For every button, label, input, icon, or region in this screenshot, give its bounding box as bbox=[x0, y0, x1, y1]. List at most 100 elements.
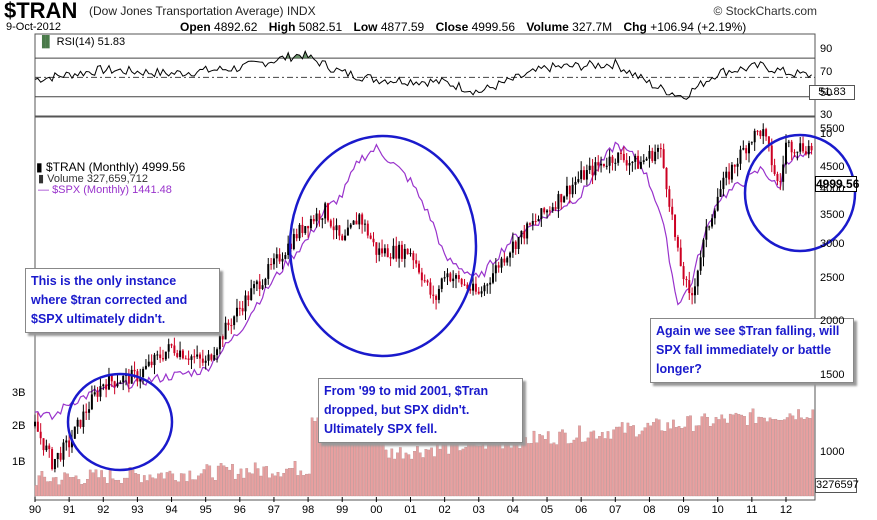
tran-candle-body bbox=[56, 452, 59, 460]
tran-candle-body bbox=[446, 273, 449, 278]
volume-bar bbox=[140, 482, 143, 497]
volume-label: Volume bbox=[526, 20, 569, 34]
tran-candle-body bbox=[500, 258, 503, 268]
volume-bar bbox=[188, 470, 192, 497]
volume-bar bbox=[694, 425, 698, 497]
x-tick-label: 05 bbox=[540, 504, 554, 516]
volume-bar bbox=[427, 449, 431, 497]
price-tick-label: 3000 bbox=[820, 237, 845, 250]
tran-candle-body bbox=[162, 358, 165, 360]
tran-candle-body bbox=[230, 325, 233, 327]
tran-candle-body bbox=[298, 224, 301, 239]
tran-candle-body bbox=[284, 255, 287, 259]
volume-bar bbox=[709, 425, 712, 497]
volume-bar bbox=[737, 414, 741, 497]
volume-bar bbox=[253, 462, 257, 497]
volume-bar bbox=[97, 477, 101, 497]
volume-bar bbox=[196, 475, 200, 497]
tran-candle-body bbox=[216, 349, 219, 356]
tran-candle-body bbox=[486, 284, 489, 286]
volume-bar bbox=[578, 425, 581, 497]
chg-value: +106.94 (+2.19%) bbox=[650, 20, 747, 34]
tran-candle-body bbox=[466, 284, 469, 289]
tran-candle-body bbox=[435, 295, 438, 300]
volume-bar bbox=[646, 422, 650, 497]
tran-candle-body bbox=[665, 167, 668, 190]
volume-bar bbox=[563, 432, 567, 497]
volume-bar bbox=[811, 409, 815, 497]
tran-candle-body bbox=[773, 165, 776, 175]
volume-bar bbox=[791, 415, 795, 497]
volume-bar bbox=[398, 447, 402, 497]
x-tick-label: 91 bbox=[62, 504, 76, 516]
volume-bar bbox=[151, 477, 155, 497]
price-tick-label: 2500 bbox=[820, 272, 845, 285]
tran-candle-body bbox=[250, 288, 253, 300]
tran-candle-body bbox=[713, 210, 716, 219]
volume-bar bbox=[407, 454, 411, 497]
volume-bar bbox=[165, 472, 169, 497]
price-tick-label: 5500 bbox=[820, 123, 845, 136]
volume-bar bbox=[632, 425, 635, 497]
tran-candle-body bbox=[309, 218, 312, 229]
tran-candle-body bbox=[326, 203, 329, 221]
annotation-2: From '99 to mid 2001, $Tran dropped, but… bbox=[318, 378, 523, 443]
volume-bar bbox=[435, 443, 439, 497]
tran-candle-body bbox=[179, 350, 182, 357]
volume-bar bbox=[91, 472, 95, 497]
tran-candle-body bbox=[99, 386, 102, 397]
tran-candle-body bbox=[759, 130, 762, 137]
volume-bar bbox=[654, 418, 658, 497]
volume-bar bbox=[219, 463, 223, 497]
tran-candle-body bbox=[53, 459, 56, 470]
volume-bar bbox=[549, 443, 553, 497]
tran-candle-body bbox=[585, 170, 588, 180]
tran-candle-body bbox=[315, 213, 318, 222]
volume-bar bbox=[726, 422, 729, 497]
volume-bar bbox=[199, 473, 203, 497]
volume-bar bbox=[194, 479, 197, 497]
x-tick-label: 95 bbox=[199, 504, 212, 516]
volume-bar bbox=[157, 473, 160, 497]
volume-bar bbox=[390, 448, 394, 497]
tran-candle-body bbox=[679, 247, 682, 267]
tran-candle-body bbox=[241, 308, 244, 312]
tran-candle-body bbox=[722, 177, 725, 190]
volume-bar bbox=[802, 419, 806, 497]
volume-bar bbox=[498, 439, 502, 497]
tran-candle-body bbox=[642, 160, 645, 162]
tran-candle-body bbox=[733, 164, 736, 167]
volume-bar bbox=[125, 477, 129, 497]
tran-candle-body bbox=[497, 265, 500, 268]
volume-bar bbox=[541, 435, 544, 497]
volume-bar bbox=[583, 441, 587, 497]
tran-candle-body bbox=[511, 241, 514, 253]
tran-candle-body bbox=[400, 244, 403, 259]
tran-candle-body bbox=[409, 253, 412, 255]
volume-bar bbox=[609, 438, 613, 497]
tran-candle-body bbox=[452, 278, 455, 282]
tran-candle-body bbox=[395, 245, 398, 259]
volume-bar bbox=[444, 442, 448, 497]
tran-candle-body bbox=[403, 248, 406, 259]
tran-candle-body bbox=[662, 149, 665, 168]
tran-candle-body bbox=[318, 213, 321, 220]
volume-bar bbox=[424, 449, 428, 497]
tran-legend-text: $TRAN (Monthly) 4999.56 bbox=[45, 160, 186, 174]
volume-bar bbox=[225, 467, 229, 497]
tran-candle-body bbox=[369, 235, 372, 239]
tran-candle-body bbox=[324, 203, 327, 219]
volume-bar bbox=[800, 417, 803, 497]
volume-bar bbox=[191, 479, 195, 497]
low-label: Low bbox=[353, 20, 378, 34]
tran-candle-body bbox=[372, 238, 375, 243]
tran-candle-body bbox=[307, 226, 310, 229]
tran-candle-body bbox=[392, 245, 395, 259]
tran-candle-body bbox=[270, 264, 273, 266]
volume-bar bbox=[293, 460, 297, 497]
tran-candle-body bbox=[358, 214, 361, 225]
volume-bar bbox=[544, 439, 547, 497]
tran-candle-body bbox=[671, 206, 674, 215]
volume-bar bbox=[774, 418, 778, 497]
tran-candle-body bbox=[386, 248, 389, 258]
